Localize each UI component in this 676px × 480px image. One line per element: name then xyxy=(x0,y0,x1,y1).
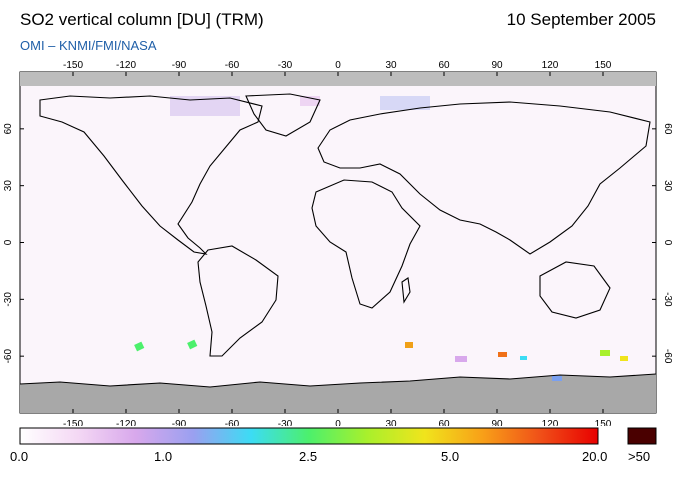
australia-outline xyxy=(539,261,611,319)
lon-tick-label-top: -60 xyxy=(225,60,240,71)
lon-tick-label-bottom: 150 xyxy=(595,419,612,426)
colorbar-label-1: 1.0 xyxy=(154,449,173,464)
lon-tick-label-bottom: -150 xyxy=(63,419,83,426)
colorbar-label-5: >50 xyxy=(628,449,651,464)
lon-tick-label-bottom: 60 xyxy=(438,419,450,426)
lat-tick-label-right: -60 xyxy=(662,349,673,364)
north-america-outline xyxy=(39,95,263,255)
colorbar-gradient xyxy=(19,427,599,445)
map-date: 10 September 2005 xyxy=(506,10,656,29)
colorbar: 0.0 1.0 2.5 5.0 20.0 >50 xyxy=(0,426,676,480)
map-frame xyxy=(19,71,657,414)
latitude-ticks: 60 60 30 30 0 0 -30 -30 -60 -60 xyxy=(3,123,673,364)
lon-tick-label-top: 60 xyxy=(438,60,450,71)
map-title: SO2 vertical column [DU] (TRM) xyxy=(20,10,264,29)
lon-tick-label-bottom: 90 xyxy=(491,419,503,426)
lon-tick-label-bottom: 0 xyxy=(335,419,341,426)
lat-tick-label-left: 60 xyxy=(3,123,14,135)
eurasia-outline xyxy=(317,101,651,255)
colorbar-label-0: 0.0 xyxy=(10,449,29,464)
lat-tick-label-left: 0 xyxy=(3,239,14,245)
world-map: -150 -150 -120 -120 -90 -90 -60 -60 -30 -30 0 0 30 30… xyxy=(0,56,676,426)
lon-tick-label-bottom: -30 xyxy=(278,419,293,426)
lon-tick-label-top: 90 xyxy=(491,60,503,71)
madagascar-outline xyxy=(401,277,411,304)
africa-outline xyxy=(311,179,421,309)
lon-tick-label-bottom: 30 xyxy=(385,419,397,426)
lon-tick-label-top: -120 xyxy=(116,60,136,71)
lon-tick-label-bottom: -120 xyxy=(116,419,136,426)
south-nodata-band xyxy=(20,374,656,413)
colorbar-label-2: 2.5 xyxy=(299,449,318,464)
lon-tick-label-bottom: -60 xyxy=(225,419,240,426)
lon-tick-label-top: 150 xyxy=(595,60,612,71)
lon-tick-label-top: -30 xyxy=(278,60,293,71)
south-america-outline xyxy=(197,245,279,357)
greenland-outline xyxy=(245,93,321,137)
lon-tick-label-top: -150 xyxy=(63,60,83,71)
colorbar-label-3: 5.0 xyxy=(441,449,460,464)
so2-signal xyxy=(134,96,628,381)
data-credit: OMI – KNMI/FMI/NASA xyxy=(20,38,157,53)
lat-tick-label-left: -30 xyxy=(3,292,14,307)
longitude-ticks: -150 -150 -120 -120 -90 -90 -60 -60 -30 -30 0 0 30 30… xyxy=(63,60,612,426)
antarctica-outline xyxy=(20,373,656,388)
lat-tick-label-right: 60 xyxy=(662,123,673,135)
lat-tick-label-left: -60 xyxy=(3,349,14,364)
lat-tick-label-left: 30 xyxy=(3,180,14,192)
lon-tick-label-top: 30 xyxy=(385,60,397,71)
continent-outlines xyxy=(20,93,656,388)
lon-tick-label-bottom: 120 xyxy=(542,419,559,426)
colorbar-overflow-swatch xyxy=(627,427,657,445)
lon-tick-label-top: 120 xyxy=(542,60,559,71)
lat-tick-label-right: 30 xyxy=(662,180,673,192)
lon-tick-label-bottom: -90 xyxy=(172,419,187,426)
lat-tick-label-right: -30 xyxy=(662,292,673,307)
lon-tick-label-top: 0 xyxy=(335,60,341,71)
colorbar-label-4: 20.0 xyxy=(582,449,608,464)
lat-tick-label-right: 0 xyxy=(662,240,673,246)
lon-tick-label-top: -90 xyxy=(172,60,187,71)
